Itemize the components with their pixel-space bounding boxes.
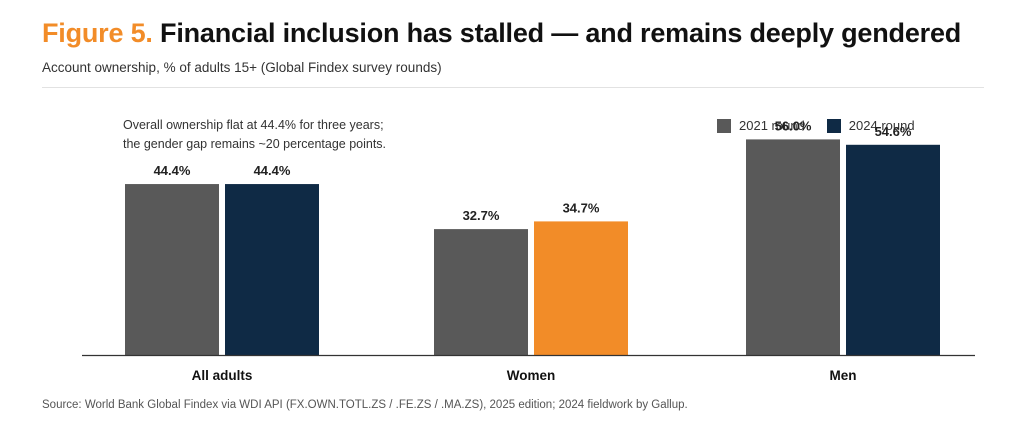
bar-men-2024	[846, 144, 940, 355]
bar-men-2021	[746, 139, 840, 355]
data-label: 44.4%	[254, 163, 291, 178]
bar-all-adults-2021	[125, 184, 219, 355]
legend-swatch-2021	[717, 118, 731, 133]
data-label: 54.6%	[875, 124, 912, 139]
legend: 2021 round 2024 round	[717, 118, 915, 133]
data-label: 32.7%	[463, 208, 500, 223]
legend-item-2024: 2024 round	[826, 118, 915, 133]
legend-label-2021: 2021 round	[739, 118, 805, 133]
bar-all-adults-2024	[225, 184, 319, 355]
data-label: 34.7%	[563, 200, 600, 215]
chart-annotation: Overall ownership flat at 44.4% for thre…	[123, 116, 386, 154]
category-label: Men	[830, 368, 857, 383]
source-note: Source: World Bank Global Findex via WDI…	[42, 399, 688, 411]
chart-title: Figure 5. Financial inclusion has stalle…	[42, 18, 961, 49]
figure-number: Figure 5.	[42, 18, 153, 48]
divider	[42, 87, 984, 88]
legend-item-2021: 2021 round	[717, 118, 805, 133]
chart-subtitle: Account ownership, % of adults 15+ (Glob…	[42, 60, 442, 75]
category-label: All adults	[192, 368, 253, 383]
annotation-line-2: the gender gap remains ~20 percentage po…	[123, 137, 387, 151]
data-label: 44.4%	[154, 163, 191, 178]
annotation-line-1: Overall ownership flat at 44.4% for thre…	[123, 118, 384, 132]
title-text: Financial inclusion has stalled — and re…	[152, 18, 962, 48]
category-label: Women	[507, 368, 556, 383]
legend-swatch-2024	[826, 118, 841, 133]
data-label: 56.0%	[775, 118, 812, 133]
bar-women-2021	[434, 229, 528, 355]
bar-women-2024	[534, 221, 628, 355]
legend-label-2024: 2024 round	[848, 118, 915, 133]
